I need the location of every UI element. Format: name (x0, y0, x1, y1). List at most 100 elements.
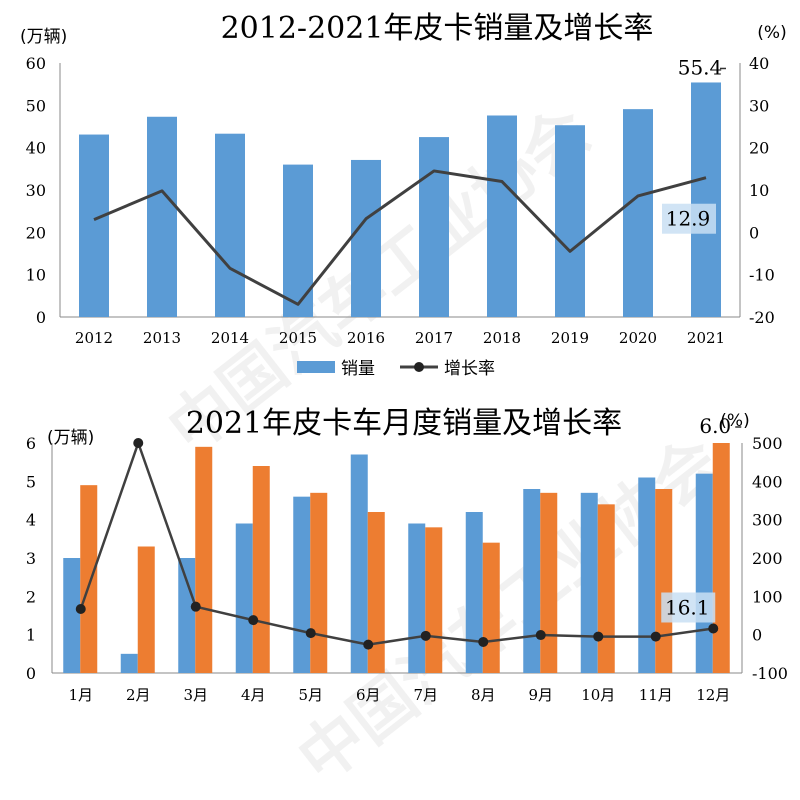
bar-series1-7月 (425, 527, 443, 673)
bar-series1-2月 (137, 546, 155, 673)
line-series2 (79, 441, 714, 646)
bar-销量-2018 (487, 115, 517, 317)
right-tick-label: 10 (749, 181, 769, 200)
bar-series1-3月 (195, 446, 213, 673)
right-axis-unit: (%) (720, 411, 749, 431)
x-tick-label: 2013 (143, 329, 181, 347)
x-tick-label: 8月 (471, 686, 496, 702)
line-point-5月 (305, 628, 316, 639)
right-axis-unit: (%) (757, 23, 786, 43)
bar-销量-2019 (555, 125, 585, 317)
line-point-12月 (708, 623, 719, 634)
line-point-7月 (420, 630, 431, 641)
x-tick-label: 5月 (298, 686, 323, 702)
line-data-label: 16.1 (665, 595, 710, 619)
x-tick-label: 2月 (126, 686, 151, 702)
x-tick-label: 2016 (347, 329, 385, 347)
x-tick-label: 10月 (581, 686, 615, 702)
bar-销量-2015 (283, 164, 313, 317)
bar-series1-1月 (80, 485, 98, 673)
bar-series0-6月 (350, 454, 368, 673)
bar-series0-9月 (523, 489, 541, 673)
right-tick-label: -10 (749, 266, 775, 285)
left-tick-label: 20 (26, 223, 46, 242)
line-label-box (661, 592, 716, 623)
left-tick-label: 2 (26, 587, 36, 606)
left-tick-label: 4 (26, 511, 36, 530)
x-tick-label: 3月 (183, 686, 208, 702)
line-point-3月 (190, 601, 201, 612)
bar-series1-4月 (252, 466, 270, 673)
x-tick-label: 2021 (687, 329, 725, 347)
bar-series0-1月 (63, 558, 81, 673)
x-tick-label: 1月 (68, 686, 93, 702)
bar-series0-5月 (293, 496, 311, 673)
line-point-2月 (133, 438, 144, 448)
chart-title: 2021年皮卡车月度销量及增长率 (186, 406, 622, 441)
x-tick-label: 2014 (211, 329, 249, 347)
bar-销量-2014 (215, 133, 245, 317)
left-tick-label: 5 (26, 472, 36, 491)
right-tick-label: 40 (749, 54, 769, 73)
x-tick-label: 2012 (75, 329, 113, 347)
right-tick-label: 0 (752, 626, 762, 645)
right-tick-label: 100 (752, 587, 783, 606)
x-tick-label: 9月 (528, 686, 553, 702)
right-tick-label: 300 (752, 511, 783, 530)
left-tick-label: 1 (26, 626, 36, 645)
bar-data-label: 55.4 (678, 55, 723, 79)
x-tick-label: 6月 (356, 686, 381, 702)
left-axis-unit: (万辆) (20, 27, 67, 47)
left-tick-label: 50 (26, 96, 46, 115)
bar-series0-4月 (235, 523, 253, 673)
line-point-9月 (535, 630, 546, 641)
left-tick-label: 6 (26, 434, 36, 453)
bar-series0-2月 (120, 653, 138, 673)
bar-series0-11月 (638, 477, 656, 673)
bar-series0-3月 (178, 558, 196, 673)
bar-销量-2016 (351, 159, 381, 317)
chart-canvas: 2012-2021年皮卡销量及增长率(万辆) (%)0102030405060-2… (20, 11, 788, 702)
left-tick-label: 0 (26, 664, 36, 683)
legend-marker (414, 362, 424, 372)
bar-series0-12月 (695, 473, 713, 673)
bar-series1-10月 (597, 504, 615, 673)
x-tick-label: 4月 (241, 686, 266, 702)
right-tick-label: -100 (752, 664, 788, 683)
legend-label-line: 增长率 (444, 359, 495, 379)
bar-series0-8月 (465, 512, 483, 673)
bar-销量-2013 (147, 116, 177, 317)
x-tick-label: 2019 (551, 329, 589, 347)
line-data-label: 12.9 (666, 207, 711, 231)
left-tick-label: 30 (26, 181, 46, 200)
bar-series0-7月 (408, 523, 426, 673)
right-tick-label: 400 (752, 472, 783, 491)
left-tick-label: 3 (26, 549, 36, 568)
line-label-box (662, 203, 716, 234)
line-point-8月 (478, 636, 489, 647)
bar-series1-9月 (540, 492, 558, 673)
bar-series1-5月 (310, 492, 328, 673)
x-tick-label: 7月 (413, 686, 438, 702)
x-tick-label: 2020 (619, 329, 657, 347)
bar-data-label: 6.0 (699, 414, 731, 438)
line-point-6月 (363, 639, 374, 650)
bar-series1-8月 (482, 542, 500, 673)
bar-销量-2012 (79, 134, 109, 317)
chart-title: 2012-2021年皮卡销量及增长率 (221, 11, 654, 46)
x-tick-label: 11月 (639, 686, 673, 702)
line-point-4月 (248, 615, 259, 626)
left-tick-label: 0 (36, 308, 46, 327)
x-tick-label: 2015 (279, 329, 317, 347)
left-tick-label: 40 (26, 139, 46, 158)
x-tick-label: 2018 (483, 329, 521, 347)
legend-swatch-bar (297, 361, 335, 373)
bar-销量-2020 (623, 109, 653, 317)
bar-series1-12月 (712, 443, 730, 673)
left-axis-unit: (万辆) (47, 428, 94, 448)
left-tick-label: 10 (26, 266, 46, 285)
right-tick-label: 0 (749, 223, 759, 242)
bar-series1-11月 (655, 489, 673, 673)
x-tick-label: 2017 (415, 329, 453, 347)
bar-series0-10月 (580, 492, 598, 673)
